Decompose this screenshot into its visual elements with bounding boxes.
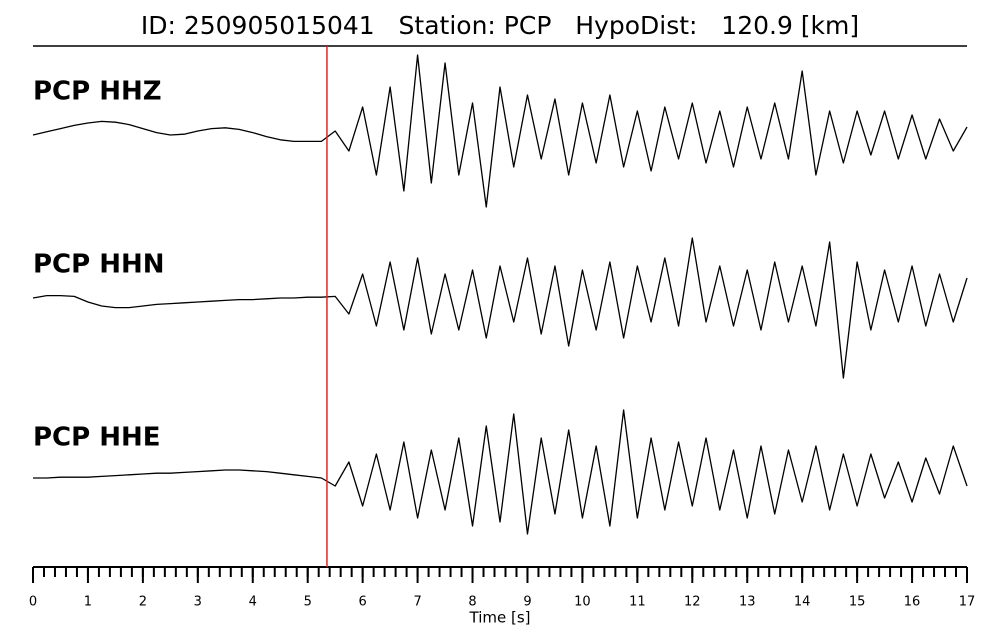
x-tick-label: 4 — [249, 595, 257, 610]
x-tick-label: 10 — [574, 595, 591, 610]
x-tick-label: 12 — [684, 595, 701, 610]
x-tick-label: 2 — [139, 595, 147, 610]
x-tick-label: 15 — [849, 595, 866, 610]
x-tick-label: 16 — [904, 595, 921, 610]
x-tick-label: 8 — [468, 595, 476, 610]
x-tick-label: 3 — [194, 595, 202, 610]
x-tick-label: 9 — [523, 595, 531, 610]
x-tick-label: 0 — [29, 595, 37, 610]
x-tick-label: 7 — [413, 595, 421, 610]
trace-label: PCP HHE — [33, 423, 161, 453]
x-tick-label: 14 — [794, 595, 811, 610]
x-tick-label: 5 — [304, 595, 312, 610]
x-tick-label: 6 — [359, 595, 367, 610]
x-tick-label: 1 — [84, 595, 92, 610]
x-tick-label: 17 — [959, 595, 976, 610]
x-tick-label: 13 — [739, 595, 756, 610]
chart-title: ID: 250905015041 Station: PCP HypoDist: … — [141, 11, 859, 40]
trace — [32, 237, 968, 379]
trace — [33, 409, 968, 535]
x-tick-label: 11 — [629, 595, 646, 610]
trace — [32, 54, 968, 208]
trace-label: PCP HHZ — [33, 77, 162, 107]
trace-label: PCP HHN — [33, 250, 165, 280]
x-axis-label: Time [s] — [469, 609, 531, 627]
